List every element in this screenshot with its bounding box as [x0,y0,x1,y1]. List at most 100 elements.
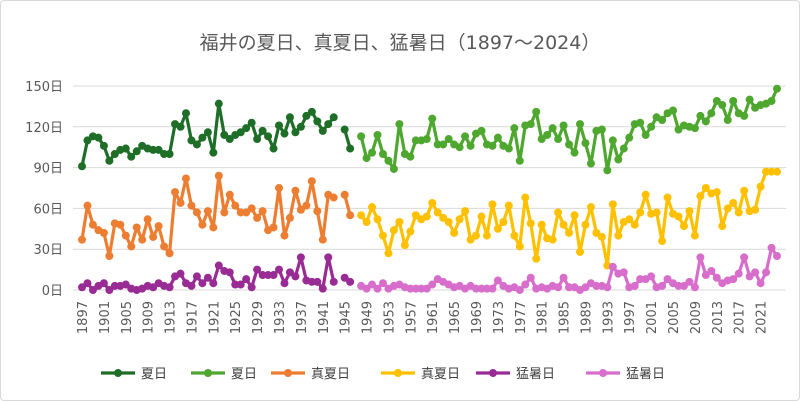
data-point [285,113,294,122]
data-point [225,190,234,199]
data-point [149,283,158,292]
data-point [493,133,502,142]
data-point [756,279,765,288]
data-point [83,136,92,145]
data-point [406,152,415,161]
x-tick-label: 2005 [667,301,682,334]
data-point [575,120,584,129]
data-point [554,208,563,217]
data-point [581,139,590,148]
data-point [630,281,639,290]
data-point [718,101,727,110]
x-tick-label: 1961 [426,301,441,334]
data-point [630,220,639,229]
data-point [346,211,355,220]
y-tick-label: 0日 [42,284,63,299]
data-point [253,213,262,222]
legend-marker [284,369,292,377]
data-point [712,188,721,197]
data-point [614,231,623,240]
data-point [242,275,251,284]
data-point [127,152,136,161]
legend-marker [114,369,122,377]
data-point [340,125,349,134]
data-point [636,275,645,284]
data-point [231,280,240,289]
data-point [329,113,338,122]
data-point [357,132,366,141]
data-point [466,141,475,150]
data-point [296,122,305,131]
chart-title: 福井の夏日、真夏日、猛暑日（1897～2024） [200,32,601,54]
data-point [614,155,623,164]
data-point [439,213,448,222]
data-point [346,277,355,286]
data-point [767,96,776,105]
data-point [625,133,634,142]
data-point [488,141,497,150]
data-point [565,228,574,237]
data-point [340,273,349,282]
data-point [165,283,174,292]
x-tick-label: 1977 [514,301,529,334]
data-point [707,109,716,118]
data-point [521,280,530,289]
x-tick-label: 2021 [755,301,770,334]
data-point [543,130,552,139]
data-point [740,111,749,120]
data-point [83,201,92,210]
legend-marker [204,369,212,377]
data-point [762,268,771,277]
data-point [581,283,590,292]
data-point [176,198,185,207]
data-point [526,120,535,129]
data-point [679,222,688,231]
data-point [291,128,300,137]
data-point [280,279,289,288]
data-point [636,208,645,217]
data-point [674,281,683,290]
data-point [723,116,732,124]
data-point [318,235,327,244]
data-point [214,261,223,270]
data-point [515,242,524,251]
series-5 [357,243,781,294]
data-point [690,231,699,240]
data-point [608,200,617,209]
data-point [209,279,218,288]
data-point [411,284,420,293]
series-4 [78,253,355,294]
data-point [313,117,322,126]
data-point [477,284,486,293]
data-point [149,232,158,241]
data-point [247,118,256,127]
data-point [373,215,382,224]
x-tick-label: 2017 [733,301,748,334]
data-point [154,222,163,231]
data-point [138,235,147,244]
data-point [203,207,212,216]
data-point [105,156,114,165]
data-point [723,204,732,213]
data-point [751,205,760,214]
data-point [608,262,617,271]
data-point [767,243,776,252]
data-point [275,265,284,274]
data-point [181,174,190,183]
data-point [285,213,294,222]
data-point [701,184,710,192]
legend-item: 猛暑日 [586,367,665,382]
data-point [121,231,130,240]
data-point [554,283,563,292]
x-tick-label: 1921 [207,301,222,334]
data-point [499,218,508,226]
legend-label: 猛暑日 [516,367,555,382]
data-point [619,268,628,277]
data-point [411,136,420,145]
data-point [619,144,628,153]
x-tick-label: 1909 [142,301,157,334]
data-point [493,276,502,285]
data-point [745,272,754,281]
data-point [641,190,650,199]
legend-label: 猛暑日 [626,367,665,382]
